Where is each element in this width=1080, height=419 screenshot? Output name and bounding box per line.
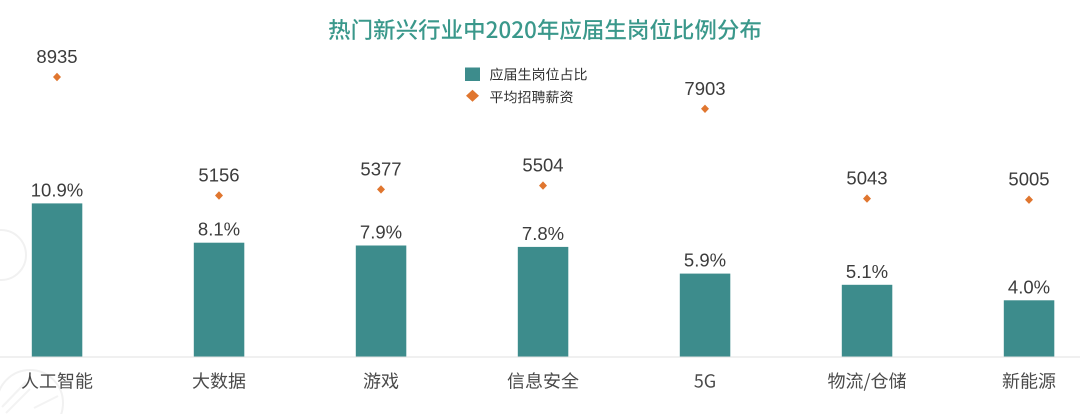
svg-text:8935: 8935 xyxy=(36,46,77,67)
svg-text:7903: 7903 xyxy=(684,78,725,99)
svg-text:5156: 5156 xyxy=(198,165,239,186)
svg-text:4.0%: 4.0% xyxy=(1008,276,1050,297)
svg-text:7.8%: 7.8% xyxy=(522,223,564,244)
svg-text:10.9%: 10.9% xyxy=(31,179,83,200)
svg-text:5005: 5005 xyxy=(1008,169,1049,190)
svg-text:5.9%: 5.9% xyxy=(684,250,726,271)
svg-text:5043: 5043 xyxy=(846,168,887,189)
svg-text:5377: 5377 xyxy=(360,158,401,179)
svg-text:5504: 5504 xyxy=(522,155,563,176)
svg-text:7.9%: 7.9% xyxy=(360,222,402,243)
svg-text:8.1%: 8.1% xyxy=(198,219,240,240)
svg-text:5.1%: 5.1% xyxy=(846,261,888,282)
